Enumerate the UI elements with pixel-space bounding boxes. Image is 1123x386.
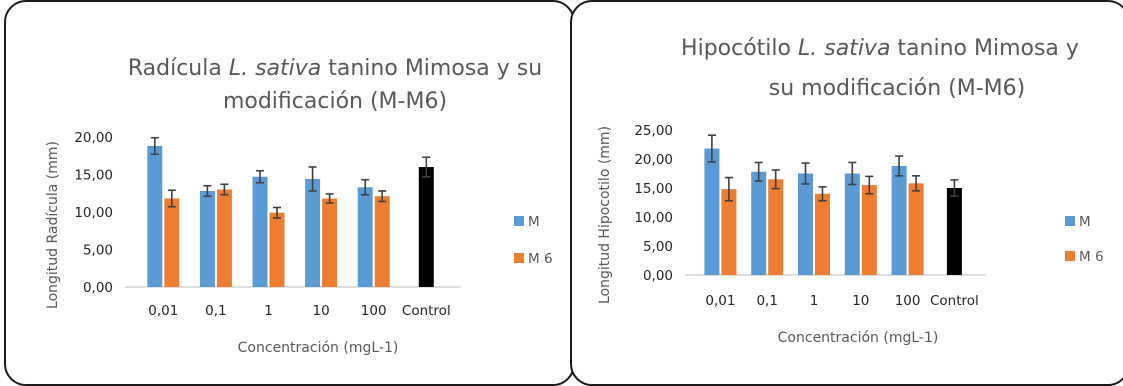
x-tick-label-right: 1 <box>810 293 819 309</box>
y-tick-label-left: 5,00 <box>83 243 113 259</box>
y-tick-label-right: 10,00 <box>634 210 673 226</box>
y-tick-label-right: 5,00 <box>643 239 673 255</box>
y-tick-label-left: 20,00 <box>74 130 113 146</box>
legend-label-M-right: M <box>1079 214 1091 230</box>
legend-swatch-M-right <box>1065 216 1075 226</box>
y-tick-label-right: 0,00 <box>643 268 673 284</box>
bar-M-right <box>891 165 907 275</box>
chart-title-right-line2: su modificación (M-M6) <box>769 76 1025 101</box>
bar-M-left <box>147 146 163 287</box>
y-tick-label-left: 10,00 <box>74 205 113 221</box>
bar-M-right <box>798 173 813 275</box>
x-tick-label-left: 0,01 <box>148 303 178 319</box>
y-tick-label-right: 20,00 <box>634 152 673 168</box>
bar-control-left <box>418 167 434 287</box>
legend-label-M-left: M <box>528 214 540 230</box>
bar-M6-left <box>322 198 338 287</box>
chart-title-left-line2: modificación (M-M6) <box>223 89 447 114</box>
y-axis-label-left: Longitud Radícula (mm) <box>45 141 61 309</box>
bar-control-right <box>946 188 962 275</box>
x-axis-label-right: Concentración (mgL-1) <box>778 330 939 346</box>
y-tick-label-left: 15,00 <box>74 168 113 184</box>
x-tick-label-left: 1 <box>264 303 273 319</box>
y-tick-label-right: 25,00 <box>634 123 673 139</box>
bar-M6-right <box>815 193 830 275</box>
bar-M-right <box>751 171 767 275</box>
bar-M6-right <box>861 185 877 275</box>
bar-M-right <box>704 148 720 275</box>
bar-M6-left <box>164 198 180 287</box>
legend-swatch-M-left <box>514 216 524 226</box>
bar-M-left <box>305 179 321 287</box>
bar-M-right <box>844 173 860 275</box>
bar-M-left <box>357 187 373 287</box>
bar-M6-right <box>721 189 737 275</box>
x-tick-label-right: Control <box>930 293 979 309</box>
bar-M-left <box>252 176 268 287</box>
legend-label-M6-left: M 6 <box>528 251 553 267</box>
x-tick-label-left: 10 <box>313 303 330 319</box>
y-tick-label-left: 0,00 <box>83 280 113 296</box>
bar-M6-right <box>908 183 924 275</box>
x-axis-label-left: Concentración (mgL-1) <box>238 340 399 356</box>
y-axis-label-right: Longitud Hipocotilo (mm) <box>597 126 613 304</box>
chart-title-right-line1: Hipocótilo L. sativa tanino Mimosa y <box>681 36 1079 61</box>
charts-canvas: Radícula L. sativa tanino Mimosa y su mo… <box>45 36 1104 356</box>
bar-M-left <box>199 191 215 287</box>
chart-title-left-line1: Radícula L. sativa tanino Mimosa y su <box>128 56 542 81</box>
legend-swatch-M6-right <box>1065 251 1075 261</box>
x-tick-label-left: Control <box>402 303 451 319</box>
legend-swatch-M6-left <box>514 253 524 263</box>
bar-M6-left <box>216 189 232 287</box>
x-tick-label-right: 10 <box>852 293 869 309</box>
bar-M6-left <box>374 196 390 287</box>
x-tick-label-left: 0,1 <box>205 303 226 319</box>
x-tick-label-right: 0,01 <box>705 293 735 309</box>
bar-M6-left <box>269 212 285 287</box>
legend-label-M6-right: M 6 <box>1079 249 1104 265</box>
x-tick-label-right: 100 <box>895 293 921 309</box>
bar-M6-right <box>768 179 784 275</box>
x-tick-label-right: 0,1 <box>756 293 777 309</box>
radicula-chart-panel <box>4 0 575 386</box>
y-tick-label-right: 15,00 <box>634 181 673 197</box>
x-tick-label-left: 100 <box>361 303 387 319</box>
